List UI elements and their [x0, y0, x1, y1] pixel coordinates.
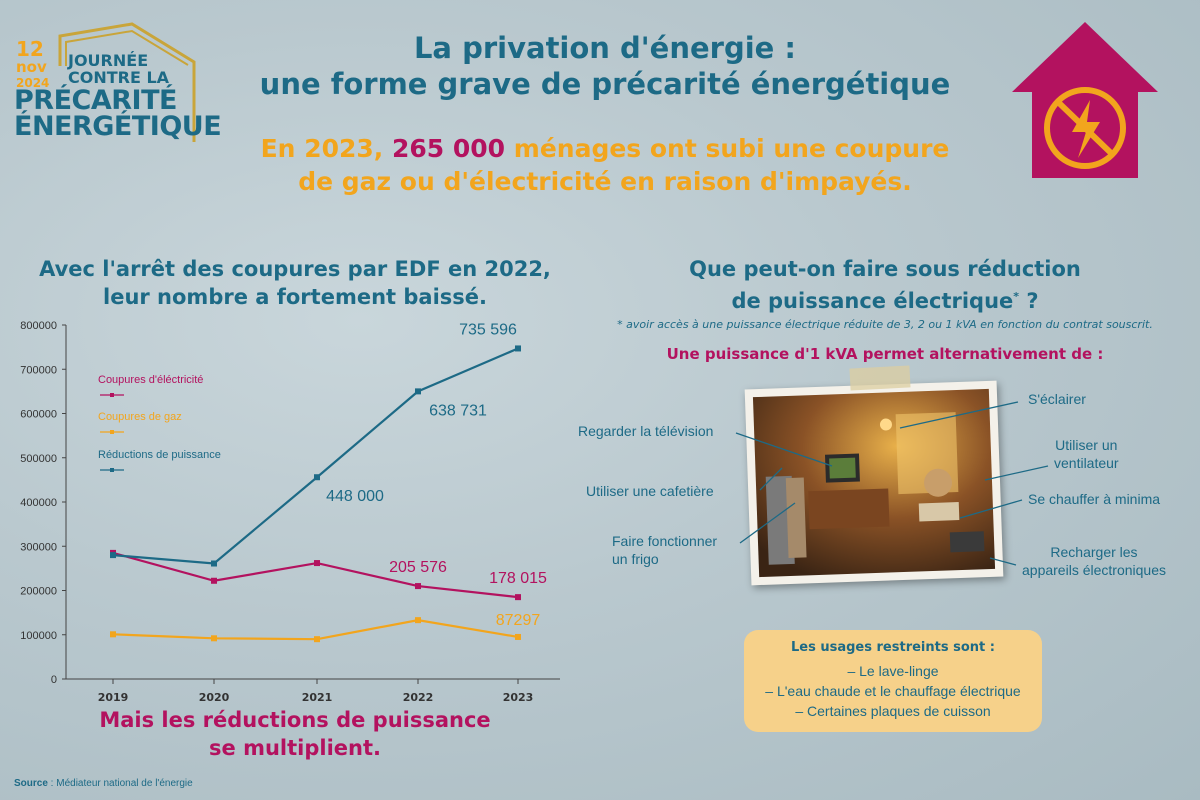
- data-point: [211, 560, 217, 567]
- data-point: [314, 560, 320, 567]
- data-label: 448 000: [326, 488, 384, 505]
- y-tick-label: 100000: [20, 630, 57, 642]
- y-tick-label: 800000: [20, 320, 57, 332]
- legend-marker: [110, 468, 114, 472]
- x-tick-label: 2020: [199, 691, 230, 704]
- y-tick-label: 0: [51, 674, 57, 686]
- data-point: [110, 631, 116, 638]
- data-point: [515, 345, 521, 352]
- logo-day: 12 nov 2024: [16, 37, 50, 90]
- x-tick-label: 2022: [403, 691, 434, 704]
- restricted-item: – L'eau chaude et le chauffage électriqu…: [765, 683, 1021, 699]
- restricted-uses-box: Les usages restreints sont : – Le lave-l…: [744, 630, 1042, 732]
- kva-intro: Une puissance d'1 kVA permet alternative…: [666, 345, 1104, 363]
- use-fan: Utiliser un ventilateur: [1054, 437, 1119, 471]
- chart-conclusion: Mais les réductions de puissance se mult…: [99, 708, 491, 760]
- restricted-item: – Certaines plaques de cuisson: [795, 703, 991, 719]
- use-frigo: Faire fonctionner un frigo: [612, 533, 718, 567]
- house-outline-icon: [58, 22, 196, 142]
- data-label: 87297: [496, 612, 541, 629]
- use-cafe: Utiliser une cafetière: [586, 483, 714, 499]
- use-charge: Recharger les appareils électroniques: [1022, 544, 1166, 578]
- y-tick-label: 200000: [20, 586, 57, 598]
- footnote: * avoir accès à une puissance électrique…: [617, 318, 1153, 331]
- data-point: [515, 633, 521, 640]
- use-tv: Regarder la télévision: [578, 423, 714, 439]
- legend-entry: Coupures d'éléctricité: [98, 374, 203, 386]
- use-heat: Se chauffer à minima: [1028, 491, 1161, 507]
- data-point: [515, 594, 521, 601]
- subtitle: En 2023, 265 000 ménages ont subi une co…: [260, 134, 950, 196]
- y-tick-label: 300000: [20, 541, 57, 553]
- room-illustration: [744, 380, 1004, 586]
- data-point: [211, 635, 217, 642]
- logo-line4: ÉNERGÉTIQUE: [14, 111, 222, 142]
- legend-marker: [110, 393, 114, 397]
- y-tick-label: 700000: [20, 364, 57, 376]
- data-point: [415, 388, 421, 395]
- x-tick-label: 2019: [98, 691, 129, 704]
- source-note: Source : Médiateur national de l'énergie: [14, 778, 193, 789]
- data-point: [415, 617, 421, 624]
- data-point: [211, 577, 217, 584]
- legend-marker: [110, 430, 114, 434]
- y-tick-label: 600000: [20, 409, 57, 421]
- data-point: [415, 583, 421, 590]
- data-label: 735 596: [459, 321, 517, 338]
- logo-line3: PRÉCARITÉ: [14, 85, 177, 116]
- x-tick-label: 2021: [302, 691, 333, 704]
- y-tick-label: 400000: [20, 497, 57, 509]
- x-tick-label: 2023: [503, 691, 534, 704]
- page-title: La privation d'énergie : une forme grave…: [259, 31, 951, 101]
- logo-line1: JOURNÉE: [68, 51, 149, 70]
- data-point: [314, 636, 320, 643]
- restricted-title: Les usages restreints sont :: [791, 640, 995, 655]
- data-point: [314, 474, 320, 481]
- data-label: 638 731: [429, 402, 487, 419]
- use-light: S'éclairer: [1028, 391, 1086, 407]
- room-scene-icon: [752, 388, 996, 578]
- event-logo: 12 nov 2024 JOURNÉE CONTRE LA PRÉCARITÉ …: [10, 22, 222, 147]
- legend-entry: Coupures de gaz: [98, 411, 182, 423]
- restricted-item: – Le lave-linge: [847, 663, 939, 679]
- logo-line2: CONTRE LA: [68, 68, 170, 87]
- right-heading: Que peut-on faire sous réduction de puis…: [689, 257, 1081, 313]
- data-label: 205 576: [389, 559, 447, 576]
- data-point: [110, 552, 116, 559]
- line-chart: 0 100000 200000 300000 400000 500000 600000 700…: [20, 320, 560, 704]
- legend-entry: Réductions de puissance: [98, 449, 221, 461]
- data-label: 178 015: [489, 570, 547, 587]
- no-electricity-house-icon: [1012, 22, 1158, 178]
- y-tick-label: 500000: [20, 453, 57, 465]
- chart-heading: Avec l'arrêt des coupures par EDF en 202…: [39, 257, 551, 309]
